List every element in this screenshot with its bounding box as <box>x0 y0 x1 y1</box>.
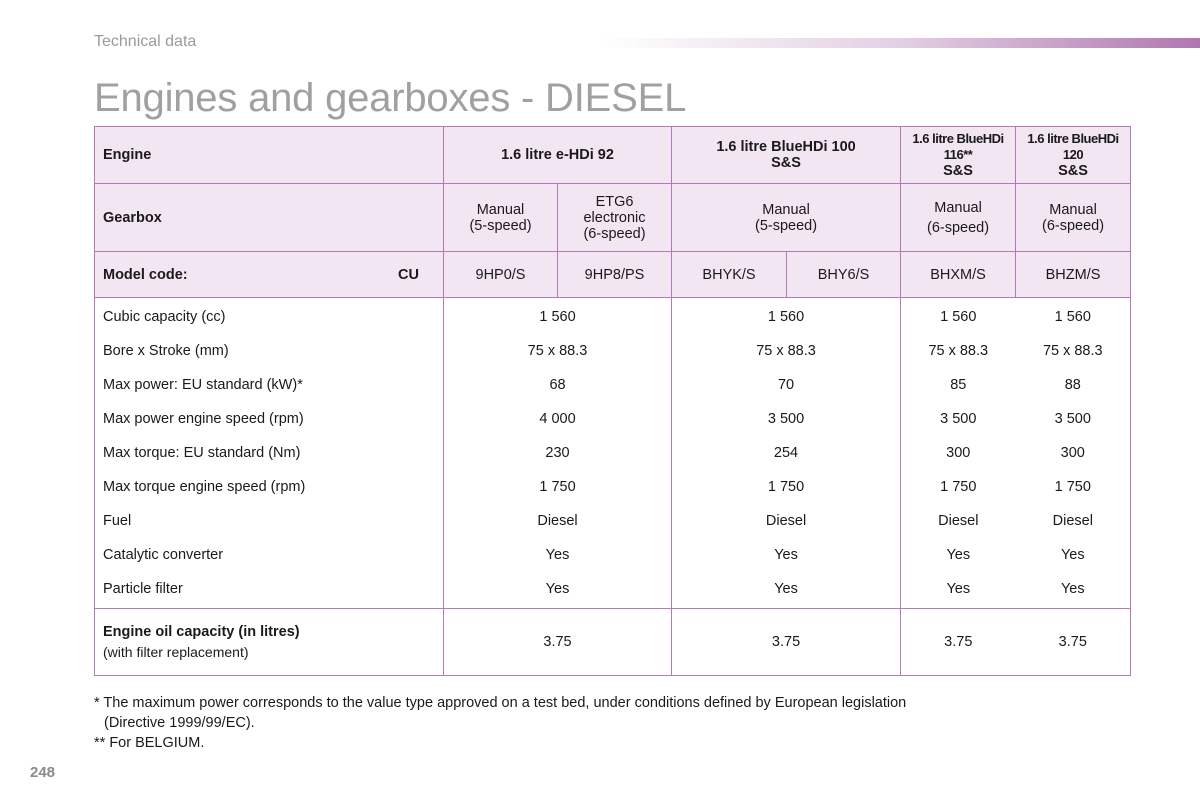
engine-col-3: 1.6 litre BlueHDi 116** S&S <box>900 126 1017 184</box>
row-value: 1 560 <box>900 297 1016 334</box>
row-value: 75 x 88.3 <box>900 334 1016 368</box>
row-value: 230 <box>442 436 673 470</box>
model-code-row: Model code: CU 9HP0/S 9HP8/PS BHYK/S BHY… <box>94 251 1132 298</box>
row-value: Diesel <box>900 504 1016 538</box>
row-label: Max torque engine speed (rpm) <box>94 470 444 504</box>
row-value: Yes <box>442 538 673 572</box>
oil-capacity-value: 3.75 <box>442 608 673 676</box>
oil-capacity-value: 3.75 <box>1015 608 1132 676</box>
table-row: Fuel Diesel Diesel Diesel Diesel <box>94 504 1132 538</box>
row-value: Diesel <box>442 504 673 538</box>
gearbox-col-4: Manual (6-speed) <box>900 183 1017 252</box>
row-value: Yes <box>900 538 1016 572</box>
model-code-label-cell: Model code: CU <box>94 251 444 298</box>
header-accent-bar <box>600 38 1200 48</box>
footnote-max-power: * The maximum power corresponds to the v… <box>94 695 907 711</box>
row-value: 75 x 88.3 <box>442 334 673 368</box>
engine-label: Engine <box>94 126 444 184</box>
row-label: Max power engine speed (rpm) <box>94 402 444 436</box>
table-row: Bore x Stroke (mm) 75 x 88.3 75 x 88.3 7… <box>94 334 1132 368</box>
row-label: Max power: EU standard (kW)* <box>94 368 444 402</box>
table-row: Max torque engine speed (rpm) 1 750 1 75… <box>94 470 1132 504</box>
row-value: 1 750 <box>900 470 1016 504</box>
row-value: Yes <box>1015 572 1132 609</box>
table-row: Particle filter Yes Yes Yes Yes <box>94 572 1132 609</box>
row-value: 3 500 <box>1015 402 1132 436</box>
row-value: Yes <box>442 572 673 609</box>
page-title: Engines and gearboxes - DIESEL <box>94 76 687 120</box>
table-row: Max torque: EU standard (Nm) 230 254 300… <box>94 436 1132 470</box>
engine-col-4: 1.6 litre BlueHDi 120 S&S <box>1015 126 1132 184</box>
row-value: Yes <box>1015 538 1132 572</box>
gearbox-row: Gearbox Manual (5-speed) ETG6 electronic (6… <box>94 183 1132 252</box>
model-code-suffix: CU <box>398 266 419 283</box>
footnote-directive: (Directive 1999/99/EC). <box>104 715 255 731</box>
row-value: Yes <box>671 572 902 609</box>
row-label: Particle filter <box>94 572 444 609</box>
model-code-6: BHZM/S <box>1015 251 1132 298</box>
row-value: 75 x 88.3 <box>671 334 902 368</box>
gearbox-label: Gearbox <box>94 183 444 252</box>
model-code-2: 9HP8/PS <box>556 251 673 298</box>
row-value: 70 <box>671 368 902 402</box>
model-code-5: BHXM/S <box>900 251 1017 298</box>
engine-spec-table: Engine 1.6 litre e-HDi 92 1.6 litre Blue… <box>94 126 1132 676</box>
page-number: 248 <box>30 764 56 781</box>
table-row: Max power: EU standard (kW)* 68 70 85 88 <box>94 368 1132 402</box>
row-value: 1 750 <box>442 470 673 504</box>
row-value: Yes <box>900 572 1016 609</box>
engine-col-2: 1.6 litre BlueHDi 100 S&S <box>671 126 902 184</box>
gearbox-col-3: Manual (5-speed) <box>671 183 902 252</box>
model-code-label: Model code: <box>103 266 188 283</box>
row-value: Diesel <box>671 504 902 538</box>
row-value: 88 <box>1015 368 1132 402</box>
engine-col-1: 1.6 litre e-HDi 92 <box>442 126 673 184</box>
table-row: Max power engine speed (rpm) 4 000 3 500… <box>94 402 1132 436</box>
section-label: Technical data <box>94 33 197 50</box>
row-value: 85 <box>900 368 1016 402</box>
row-value: Diesel <box>1015 504 1132 538</box>
row-value: 1 560 <box>671 297 902 334</box>
row-value: 1 560 <box>1015 297 1132 334</box>
table-row: Catalytic converter Yes Yes Yes Yes <box>94 538 1132 572</box>
row-label: Cubic capacity (cc) <box>94 297 444 334</box>
oil-capacity-value: 3.75 <box>900 608 1016 676</box>
model-code-3: BHYK/S <box>671 251 788 298</box>
oil-capacity-note: (with filter replacement) <box>103 644 249 660</box>
gearbox-col-5: Manual (6-speed) <box>1015 183 1132 252</box>
row-value: 300 <box>900 436 1016 470</box>
oil-capacity-label: Engine oil capacity (in litres) <box>103 624 300 640</box>
row-value: 3 500 <box>671 402 902 436</box>
row-value: 1 750 <box>1015 470 1132 504</box>
model-code-1: 9HP0/S <box>443 251 558 298</box>
gearbox-col-2: ETG6 electronic (6-speed) <box>556 183 673 252</box>
row-value: 254 <box>671 436 902 470</box>
row-value: Yes <box>671 538 902 572</box>
footnote-belgium: ** For BELGIUM. <box>94 735 205 751</box>
oil-capacity-value: 3.75 <box>671 608 902 676</box>
row-value: 1 750 <box>671 470 902 504</box>
oil-capacity-row: Engine oil capacity (in litres) (with fi… <box>94 608 1132 676</box>
row-label: Bore x Stroke (mm) <box>94 334 444 368</box>
row-label: Max torque: EU standard (Nm) <box>94 436 444 470</box>
row-value: 1 560 <box>442 297 673 334</box>
row-value: 4 000 <box>442 402 673 436</box>
row-value: 3 500 <box>900 402 1016 436</box>
model-code-4: BHY6/S <box>786 251 902 298</box>
row-label: Catalytic converter <box>94 538 444 572</box>
row-label: Fuel <box>94 504 444 538</box>
row-value: 300 <box>1015 436 1132 470</box>
table-row: Cubic capacity (cc) 1 560 1 560 1 560 1 … <box>94 297 1132 334</box>
row-value: 75 x 88.3 <box>1015 334 1132 368</box>
gearbox-col-1: Manual (5-speed) <box>443 183 558 252</box>
row-value: 68 <box>442 368 673 402</box>
oil-capacity-label-cell: Engine oil capacity (in litres) (with fi… <box>94 608 444 676</box>
engine-row: Engine 1.6 litre e-HDi 92 1.6 litre Blue… <box>94 126 1132 184</box>
